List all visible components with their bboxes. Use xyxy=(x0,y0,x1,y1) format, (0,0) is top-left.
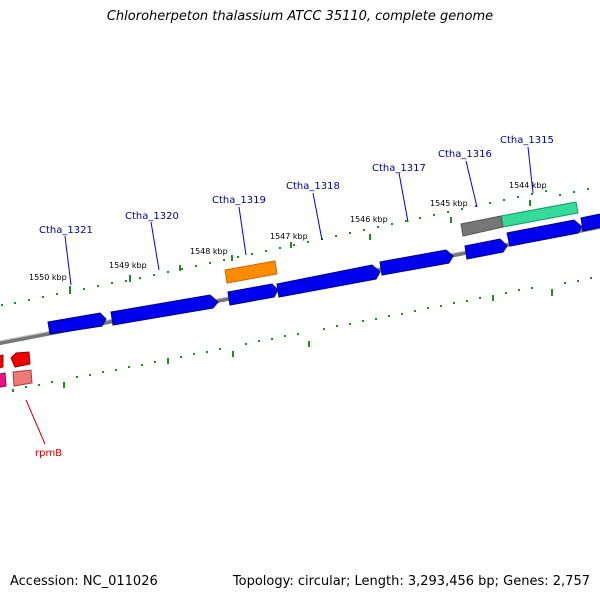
kbp-label-1545: 1545 kbp xyxy=(430,199,468,208)
gene-magenta[interactable] xyxy=(0,372,7,388)
gene-ctha-1318[interactable] xyxy=(276,264,381,298)
gene-red-left[interactable] xyxy=(0,354,4,369)
gene-ctha-1315b[interactable] xyxy=(506,219,583,247)
rpmB-leader xyxy=(25,399,46,445)
gene-ctha-1321[interactable] xyxy=(47,312,107,335)
map-title: Chloroherpeton thalassium ATCC 35110, co… xyxy=(106,9,494,24)
label-ctha-1317: Ctha_1317 xyxy=(372,163,426,174)
label-rpmB: rpmB xyxy=(35,448,62,459)
gene-ctha-1317[interactable] xyxy=(379,249,454,276)
outer-tick-ring xyxy=(1,188,589,306)
accession-text: Accession: NC_011026 xyxy=(10,574,158,589)
gene-rpmB[interactable] xyxy=(12,369,33,387)
gene-ctha-1316b[interactable] xyxy=(464,238,508,260)
kbp-label-1547: 1547 kbp xyxy=(270,232,308,241)
gene-ctha-1316[interactable] xyxy=(460,215,504,237)
kbp-label-1548: 1548 kbp xyxy=(190,247,228,256)
gene-row-main xyxy=(47,212,600,335)
kbp-label-1549: 1549 kbp xyxy=(109,261,147,270)
label-ctha-1319: Ctha_1319 xyxy=(212,195,266,206)
gene-ctha-1319b[interactable] xyxy=(227,283,279,306)
gene-ctha-1319[interactable] xyxy=(224,260,278,284)
kbp-label-1544: 1544 kbp xyxy=(509,181,547,190)
gene-row-reverse xyxy=(0,351,33,388)
gene-red[interactable] xyxy=(10,351,31,368)
genome-stats-text: Topology: circular; Length: 3,293,456 bp… xyxy=(232,574,590,589)
label-leaders xyxy=(64,146,534,286)
inner-tick-ring xyxy=(12,277,592,392)
kbp-label-1550: 1550 kbp xyxy=(29,273,67,282)
kbp-label-1546: 1546 kbp xyxy=(350,215,388,224)
label-ctha-1316: Ctha_1316 xyxy=(438,149,492,160)
label-ctha-1321: Ctha_1321 xyxy=(39,225,93,236)
gene-row-forward xyxy=(224,201,579,284)
gene-ctha-1320[interactable] xyxy=(110,294,219,326)
gene-edge-right[interactable] xyxy=(580,212,600,232)
label-ctha-1320: Ctha_1320 xyxy=(125,211,179,222)
label-ctha-1315: Ctha_1315 xyxy=(500,135,554,146)
label-ctha-1318: Ctha_1318 xyxy=(286,181,340,192)
